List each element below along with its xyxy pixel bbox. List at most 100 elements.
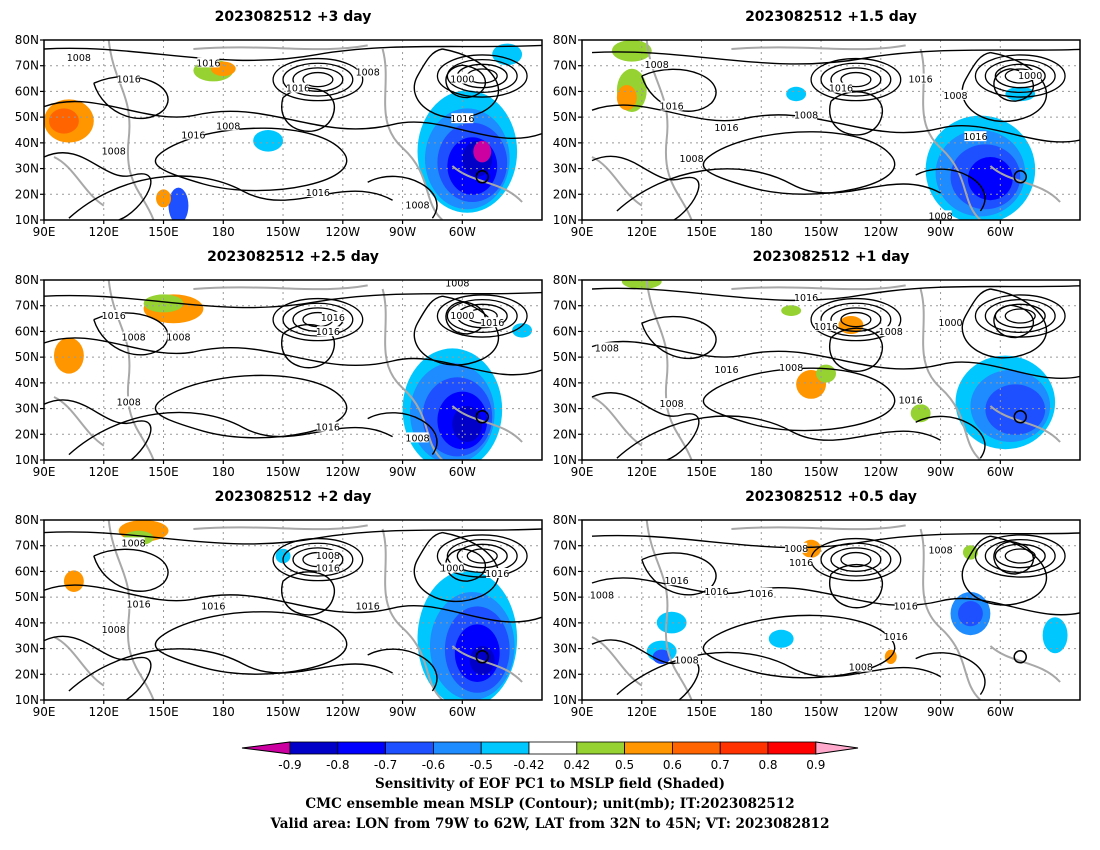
low-pressure-contour — [994, 63, 1046, 89]
coastline — [731, 284, 906, 291]
lon-tick-label: 120W — [325, 465, 360, 479]
contour-label: 1016 — [814, 322, 838, 333]
contour-label: 1016 — [884, 632, 908, 643]
mslp-isobar — [367, 175, 438, 219]
lat-tick-label: 30N — [15, 162, 39, 176]
lat-tick-label: 30N — [15, 642, 39, 656]
coastline — [451, 405, 523, 443]
low-pressure-contour — [984, 298, 1056, 334]
contour-label: 1016 — [894, 601, 918, 612]
mslp-isobar — [93, 312, 169, 356]
colorbar-tick-label: 0.6 — [663, 758, 682, 772]
colorbar-segment — [528, 741, 578, 755]
lat-tick-label: 50N — [15, 590, 39, 604]
mslp-isobar — [591, 104, 1080, 143]
sensitivity-shading — [492, 43, 523, 66]
lon-tick-label: 120W — [325, 225, 360, 239]
lat-tick-label: 20N — [553, 427, 577, 441]
contour-label: 1008 — [794, 111, 818, 122]
lon-tick-label: 90W — [927, 705, 954, 719]
mslp-isobar — [591, 340, 1080, 379]
lat-tick-label: 20N — [15, 427, 39, 441]
lat-tick-label: 70N — [553, 59, 577, 73]
mslp-isobar — [44, 100, 542, 139]
map-frame — [43, 39, 543, 221]
cyclone-contour — [475, 650, 489, 664]
cyclone-contour — [1013, 650, 1027, 664]
colorbar-tick-label: 0.8 — [758, 758, 777, 772]
panel-title: 2023082512 +2 day — [215, 489, 372, 505]
contour-label: 1008 — [122, 538, 146, 549]
lon-tick-label: 150E — [148, 225, 179, 239]
lat-tick-label: 10N — [553, 213, 577, 227]
contour-label: 1008 — [445, 279, 469, 290]
colorbar-tick-label: -0.42 — [513, 758, 544, 772]
map-panel-p2: 2023082512 +2 day 1008 1016 1008 1000 1016 101… — [15, 489, 543, 719]
mslp-isobar — [44, 44, 542, 62]
colorbar-segment — [432, 741, 482, 755]
mslp-isobar — [616, 168, 941, 212]
sensitivity-shading — [48, 108, 79, 134]
low-pressure-contour — [810, 297, 902, 342]
low-pressure-contour — [840, 71, 872, 88]
contour-label: 1008 — [879, 327, 903, 338]
mslp-isobar — [413, 48, 500, 119]
low-pressure-contour — [282, 542, 354, 577]
contour-label: 1008 — [943, 91, 967, 102]
lat-tick-label: 30N — [553, 162, 577, 176]
colorbar-segment — [767, 741, 817, 755]
lon-tick-label: 60W — [987, 225, 1014, 239]
sensitivity-shading — [168, 187, 189, 220]
lat-tick-label: 20N — [15, 667, 39, 681]
mslp-isobar — [915, 652, 986, 696]
cyclone-contour — [475, 170, 489, 184]
lat-tick-label: 80N — [15, 273, 39, 287]
lat-tick-label: 40N — [553, 376, 577, 390]
mslp-isobar — [828, 327, 884, 372]
low-pressure-contour — [446, 538, 518, 574]
lat-tick-label: 80N — [15, 33, 39, 47]
coastline — [591, 156, 643, 207]
mslp-isobar — [44, 584, 542, 623]
contour-label: 1016 — [181, 130, 205, 141]
low-pressure-contour — [820, 62, 892, 97]
caption-line-3: Valid area: LON from 79W to 62W, LAT fro… — [270, 816, 830, 832]
contour-label: 1016 — [316, 564, 340, 575]
lon-tick-label: 150W — [266, 465, 301, 479]
mslp-isobar — [915, 168, 986, 212]
cyclone-contour — [1013, 410, 1027, 424]
lon-tick-label: 90E — [33, 225, 56, 239]
cyclone-contour — [475, 410, 489, 424]
contour-label: 1000 — [1018, 71, 1042, 82]
low-pressure-contour — [984, 538, 1056, 574]
mslp-isobar — [641, 315, 717, 360]
mslp-isobar — [44, 635, 152, 700]
lat-tick-label: 10N — [553, 453, 577, 467]
mslp-isobar — [44, 337, 542, 376]
lat-tick-label: 60N — [15, 84, 39, 98]
coastline — [193, 44, 368, 51]
sensitivity-shading — [967, 157, 1013, 201]
contour-label: 1016 — [102, 311, 126, 322]
map-panel-p3: 2023082512 +3 day 1008 1016 1008 1000 1016 101… — [15, 9, 543, 239]
lon-tick-label: 90E — [571, 225, 594, 239]
cyclone-contour — [1013, 170, 1027, 184]
lon-tick-label: 180 — [750, 465, 773, 479]
lat-tick-label: 80N — [553, 273, 577, 287]
colorbar-segment — [815, 741, 859, 755]
contour-label: 1016 — [127, 600, 151, 611]
lat-tick-label: 30N — [15, 402, 39, 416]
colorbar-tick-label: -0.7 — [374, 758, 397, 772]
low-pressure-contour — [820, 302, 892, 337]
map-panel-p1: 2023082512 +1 day 1016 1016 1008 1000 1008 101… — [553, 249, 1081, 479]
coastline — [591, 396, 643, 447]
sensitivity-shading — [816, 364, 836, 383]
contour-label: 1016 — [794, 293, 818, 304]
lon-tick-label: 120W — [863, 225, 898, 239]
low-pressure-contour — [446, 298, 518, 334]
colorbar-segment — [241, 741, 291, 755]
mslp-isobar — [367, 412, 438, 456]
lon-tick-label: 180 — [750, 225, 773, 239]
mslp-isobar — [828, 564, 884, 609]
